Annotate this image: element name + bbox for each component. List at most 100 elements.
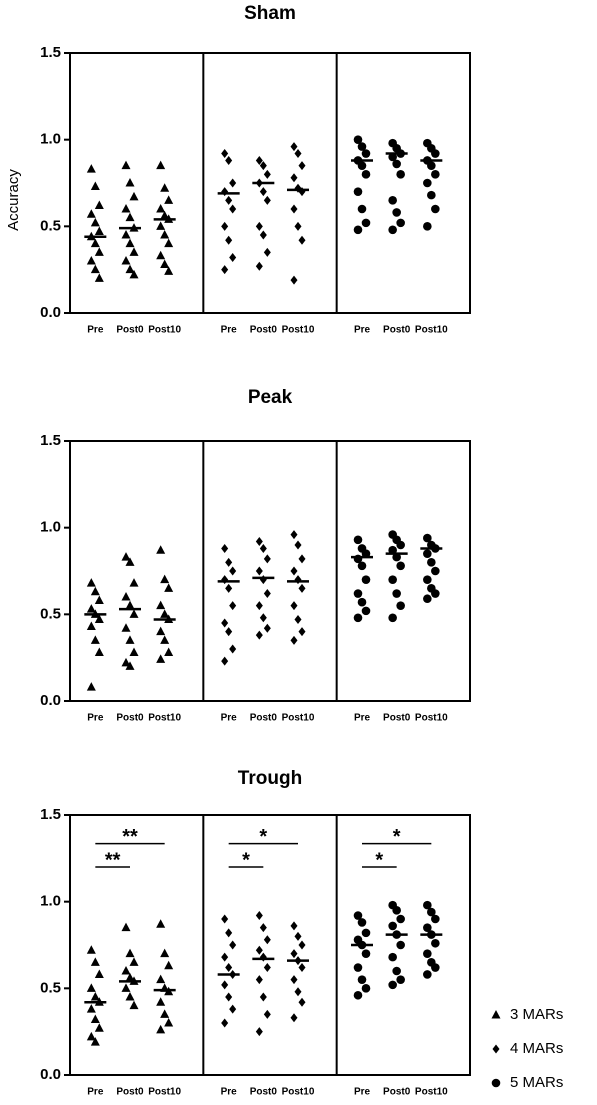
x-tick-label: Pre <box>354 713 371 724</box>
marker-circle <box>353 613 363 623</box>
marker-circle <box>361 170 371 179</box>
marker-circle <box>423 900 432 910</box>
marker-diamond <box>259 575 267 585</box>
significance-label: ** <box>122 826 138 848</box>
x-tick-label: Post0 <box>250 713 278 724</box>
marker-triangle <box>156 919 166 928</box>
marker-diamond <box>492 1044 500 1054</box>
marker-diamond <box>294 987 302 997</box>
x-tick-label: Post10 <box>415 1087 448 1098</box>
marker-circle <box>427 907 436 917</box>
y-tick-label: 1.0 <box>40 131 61 148</box>
y-tick-label: 0.5 <box>40 217 61 234</box>
marker-triangle <box>86 209 96 218</box>
marker-triangle <box>164 195 174 204</box>
marker-triangle <box>129 247 139 256</box>
marker-triangle <box>125 992 135 1001</box>
marker-diamond <box>221 221 229 231</box>
marker-circle <box>396 540 405 550</box>
marker-circle <box>388 952 397 962</box>
marker-triangle <box>156 600 166 610</box>
marker-triangle <box>164 960 174 970</box>
marker-triangle <box>94 1023 104 1032</box>
marker-triangle <box>86 604 96 613</box>
marker-triangle <box>156 626 166 636</box>
significance-label: ** <box>105 849 121 871</box>
y-tick-label: 0.5 <box>40 605 61 622</box>
marker-triangle <box>121 230 131 239</box>
x-tick-label: Pre <box>221 1087 238 1098</box>
marker-diamond <box>290 601 298 611</box>
marker-diamond <box>263 623 271 633</box>
marker-circle <box>392 906 401 915</box>
marker-triangle <box>94 247 104 256</box>
marker-diamond <box>259 187 267 197</box>
marker-diamond <box>255 630 263 640</box>
marker-diamond <box>294 540 302 550</box>
marker-diamond <box>298 997 306 1007</box>
marker-triangle <box>121 256 131 265</box>
marker-diamond <box>221 656 229 666</box>
x-tick-label: Pre <box>87 325 104 336</box>
marker-circle <box>361 575 371 584</box>
y-tick-label: 1.0 <box>40 519 61 536</box>
marker-circle <box>396 940 405 950</box>
marker-diamond <box>225 557 233 567</box>
marker-circle <box>353 135 363 144</box>
marker-diamond <box>255 261 263 271</box>
marker-diamond <box>221 1018 229 1028</box>
marker-triangle <box>90 992 100 1001</box>
marker-diamond <box>255 911 263 921</box>
marker-triangle <box>94 226 104 236</box>
marker-triangle <box>94 595 104 604</box>
marker-circle <box>357 561 367 571</box>
marker-circle <box>431 963 440 972</box>
marker-triangle <box>491 1010 501 1019</box>
marker-diamond <box>294 149 302 159</box>
marker-diamond <box>263 195 271 205</box>
marker-diamond <box>290 949 298 959</box>
marker-triangle <box>121 983 131 992</box>
marker-triangle <box>156 160 166 170</box>
legend-label: 4 MARs <box>510 1040 563 1057</box>
marker-diamond <box>221 543 229 553</box>
x-tick-label: Pre <box>87 1087 104 1098</box>
x-tick-label: Post0 <box>116 713 144 724</box>
marker-triangle <box>129 609 139 618</box>
x-tick-label: Post0 <box>383 713 411 724</box>
marker-triangle <box>160 183 170 192</box>
marker-diamond <box>255 1027 263 1037</box>
marker-triangle <box>121 204 131 213</box>
marker-triangle <box>125 264 135 274</box>
marker-circle <box>357 204 367 214</box>
marker-triangle <box>121 922 131 932</box>
marker-triangle <box>160 259 170 268</box>
marker-circle <box>431 566 440 576</box>
marker-triangle <box>90 1014 100 1024</box>
marker-diamond <box>255 975 263 985</box>
marker-diamond <box>255 537 263 547</box>
marker-circle <box>396 975 405 984</box>
marker-circle <box>392 159 401 169</box>
marker-circle <box>396 218 405 228</box>
marker-circle <box>388 152 397 162</box>
marker-circle <box>361 218 371 228</box>
marker-circle <box>431 589 440 598</box>
marker-triangle <box>90 238 100 248</box>
x-tick-label: Pre <box>221 325 238 336</box>
legend-label: 3 MARs <box>510 1006 563 1023</box>
marker-diamond <box>229 940 237 950</box>
marker-diamond <box>255 221 263 231</box>
marker-circle <box>388 921 397 931</box>
marker-circle <box>388 196 397 205</box>
marker-diamond <box>229 253 237 263</box>
marker-diamond <box>225 928 233 938</box>
marker-diamond <box>294 221 302 231</box>
marker-circle <box>361 549 371 558</box>
marker-diamond <box>298 963 306 973</box>
marker-diamond <box>294 931 302 941</box>
marker-circle <box>361 949 371 958</box>
marker-diamond <box>255 566 263 576</box>
marker-circle <box>423 549 432 558</box>
